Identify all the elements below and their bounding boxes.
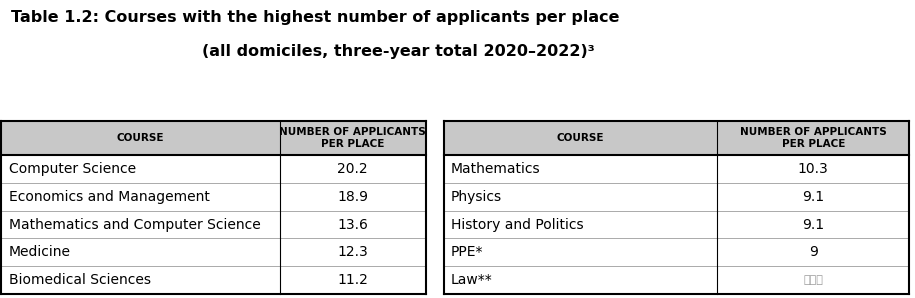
Bar (2, 183, 425, 211)
Bar (444, 211, 909, 238)
Text: 戴森云: 戴森云 (803, 275, 824, 285)
Text: 9: 9 (809, 245, 818, 259)
Bar (2, 121, 425, 156)
Text: Physics: Physics (451, 190, 502, 204)
Text: Mathematics: Mathematics (451, 162, 541, 176)
Text: 12.3: 12.3 (338, 245, 368, 259)
Text: 10.3: 10.3 (798, 162, 829, 176)
Text: Computer Science: Computer Science (8, 162, 135, 176)
Text: Medicine: Medicine (8, 245, 70, 259)
Text: 9.1: 9.1 (802, 190, 824, 204)
Text: COURSE: COURSE (117, 133, 165, 143)
Bar (444, 121, 909, 156)
Text: 13.6: 13.6 (337, 218, 368, 232)
Text: COURSE: COURSE (557, 133, 605, 143)
Bar (2, 156, 425, 183)
Text: PPE*: PPE* (451, 245, 484, 259)
Bar (444, 266, 909, 294)
Bar (2, 238, 425, 266)
Text: 18.9: 18.9 (337, 190, 368, 204)
Text: Biomedical Sciences: Biomedical Sciences (8, 273, 151, 287)
Text: NUMBER OF APPLICANTS
PER PLACE: NUMBER OF APPLICANTS PER PLACE (279, 128, 426, 149)
Text: 11.2: 11.2 (337, 273, 368, 287)
Bar (444, 183, 909, 211)
Text: 9.1: 9.1 (802, 218, 824, 232)
Bar (444, 156, 909, 183)
Text: Economics and Management: Economics and Management (8, 190, 210, 204)
Bar (444, 238, 909, 266)
Text: Mathematics and Computer Science: Mathematics and Computer Science (8, 218, 261, 232)
Bar (2, 211, 425, 238)
Text: Table 1.2: Courses with the highest number of applicants per place: Table 1.2: Courses with the highest numb… (10, 10, 619, 25)
Text: History and Politics: History and Politics (451, 218, 584, 232)
Text: (all domiciles, three-year total 2020–2022)³: (all domiciles, three-year total 2020–20… (202, 44, 595, 59)
Text: Law**: Law** (451, 273, 493, 287)
Text: NUMBER OF APPLICANTS
PER PLACE: NUMBER OF APPLICANTS PER PLACE (740, 128, 887, 149)
Bar (2, 266, 425, 294)
Text: 20.2: 20.2 (338, 162, 368, 176)
